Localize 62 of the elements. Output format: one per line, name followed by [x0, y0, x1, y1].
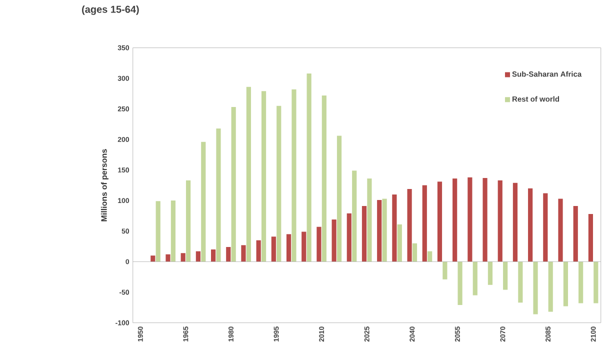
bar	[452, 178, 458, 262]
bar	[352, 170, 357, 262]
bar	[276, 106, 282, 262]
bar	[216, 128, 221, 262]
bar	[156, 201, 160, 262]
bar	[362, 206, 367, 262]
bar	[186, 180, 191, 262]
bar	[246, 86, 251, 262]
bar	[170, 200, 176, 262]
bar	[437, 182, 442, 262]
bar	[231, 107, 236, 262]
bar	[518, 262, 523, 303]
bar	[196, 251, 200, 262]
bar	[286, 234, 292, 262]
bar	[180, 253, 186, 262]
bar	[482, 178, 488, 262]
chart-title: (ages 15-64)	[82, 6, 139, 15]
bar	[573, 206, 578, 262]
bar	[382, 198, 387, 262]
bar	[241, 245, 246, 262]
bar	[558, 198, 563, 262]
bar	[306, 73, 312, 262]
bar	[442, 262, 448, 280]
bar	[261, 91, 266, 262]
bar	[588, 214, 594, 262]
bar	[472, 262, 478, 296]
bar	[528, 188, 533, 262]
bar	[488, 262, 493, 285]
bar	[503, 262, 508, 290]
bar	[367, 178, 372, 262]
bar	[594, 262, 598, 304]
bar	[302, 232, 306, 262]
bar	[336, 136, 342, 262]
bar	[533, 262, 538, 314]
bar	[322, 95, 326, 262]
bar	[392, 194, 397, 262]
bar	[543, 193, 548, 262]
bar	[548, 262, 553, 312]
bar	[422, 185, 427, 262]
bar	[316, 226, 322, 262]
bar	[201, 142, 206, 262]
bar	[578, 262, 584, 304]
bar	[332, 220, 336, 262]
bar	[226, 247, 231, 262]
bar	[346, 213, 352, 262]
bar	[458, 262, 462, 306]
bar	[377, 200, 382, 262]
bar	[468, 177, 472, 262]
bar	[498, 180, 502, 262]
bar	[210, 249, 216, 262]
bar	[512, 182, 518, 262]
bar	[166, 254, 170, 262]
bar	[407, 188, 412, 262]
bar	[563, 262, 568, 306]
bar	[397, 224, 402, 262]
bar	[412, 243, 418, 262]
y-axis-title: Millions of persons	[100, 149, 108, 222]
bar	[150, 256, 156, 262]
bar	[271, 236, 276, 262]
bar	[428, 251, 432, 262]
bar	[256, 240, 261, 262]
bar	[292, 89, 296, 262]
